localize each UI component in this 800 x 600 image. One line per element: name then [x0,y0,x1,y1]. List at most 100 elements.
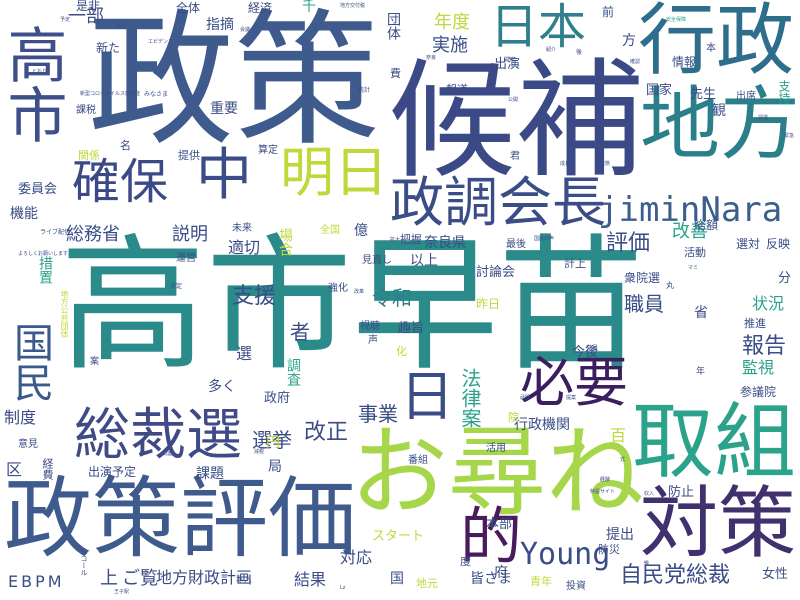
cloud-word: 関係 [78,149,100,162]
cloud-word: 対応 [340,548,373,567]
cloud-word: 運営 [176,253,196,264]
cloud-word: 趣旨 [398,321,425,336]
cloud-word: エビデンス [148,39,173,45]
cloud-word: 政府 [264,391,291,406]
cloud-word: 最後 [506,239,526,250]
cloud-word: 国民の声 [534,236,555,242]
cloud-word: 把握 [400,233,422,246]
cloud-word: 式 [620,457,626,463]
cloud-word: 見直し [362,255,392,266]
cloud-word: 地方 [640,78,800,171]
cloud-word: 武器 [520,395,531,401]
cloud-word: 新た [96,41,121,55]
cloud-word: 新型コロナウイルス感染症 [80,91,141,97]
cloud-word: 後 [576,49,583,56]
cloud-word: 公開 [508,97,519,103]
cloud-word: 実施 [432,35,468,56]
cloud-word: 円 [266,435,280,451]
cloud-word: 経費 [41,458,54,480]
cloud-word: 改革 [354,289,365,295]
cloud-word: 政調会長 [390,171,606,234]
cloud-word: 支援 [232,284,277,309]
cloud-word: 声 [368,335,378,346]
cloud-word: 確認 [630,59,641,65]
cloud-word: 億 [354,223,368,239]
cloud-word: 出席 [736,91,756,102]
cloud-word: 特設サイト [590,489,616,495]
cloud-word: 必要 [520,351,628,414]
cloud-word: 成長 [560,161,571,167]
cloud-word: 紹介 [546,47,557,53]
cloud-word: 信頼 [116,23,127,29]
cloud-word: 丸 [666,281,674,290]
cloud-word: 総裁選 [74,403,242,468]
cloud-word: 会議 [240,27,251,33]
cloud-word: 明日 [280,141,388,204]
cloud-word: 自民党総裁 [620,563,731,588]
cloud-word: 王子駅 [114,589,130,595]
cloud-word: 防災 [598,543,620,556]
cloud-word: 方 [622,33,636,49]
cloud-word: ご覧 [122,568,158,589]
cloud-word: 結果 [294,570,327,589]
cloud-word: 開催 [504,57,515,63]
cloud-word: Lz [340,585,346,591]
cloud-word: 局 [268,459,282,475]
cloud-word: 国 [390,571,404,587]
cloud-word: 指摘 [206,17,234,33]
cloud-word: 機能 [10,206,38,222]
cloud-word: jiminNara [598,190,783,230]
cloud-word: 質問 [470,89,481,95]
cloud-word: 未来 [232,223,252,234]
cloud-word: エコール [80,548,88,576]
cloud-word: 日本 [490,0,587,55]
cloud-word: 地元 [416,577,438,590]
cloud-word: 鑑 [644,561,650,567]
cloud-word: 候補 [388,47,645,196]
cloud-word: 政策 [88,0,380,166]
cloud-word: 府 [494,565,508,581]
cloud-word: 反映 [766,237,791,251]
cloud-word: 報告 [742,334,787,359]
cloud-word: スタート [372,529,425,544]
cloud-word: EBPM [8,572,65,591]
cloud-word: 認識 [758,115,769,121]
cloud-word: 参議院 [740,385,777,399]
cloud-word: 女性 [762,567,789,582]
cloud-word: 前 [602,5,615,19]
cloud-word: 先生 [690,87,717,102]
cloud-word: 減税 [254,449,265,455]
cloud-word: 情報 [672,55,697,69]
cloud-word: 場合 [277,228,293,256]
cloud-word: 討論会 [476,265,516,280]
cloud-word: 選挙 [252,428,292,452]
cloud-word: 適切 [228,238,261,257]
cloud-word: 推進 [744,317,766,330]
cloud-word: 院 [508,411,519,424]
cloud-word: 視聴 [360,321,380,332]
cloud-word: 中 [196,143,252,208]
cloud-word: 統計 [358,87,371,94]
cloud-word: 法律案 [458,368,482,428]
cloud-word: 昨日 [476,297,501,311]
cloud-word: 決定 [170,283,183,290]
cloud-word: 令和 [372,286,412,310]
cloud-word: 以上 [410,253,438,269]
cloud-word: 地方公共団体 [60,290,69,338]
cloud-word: 予定 [60,17,71,23]
cloud-word: とおり [32,69,48,75]
cloud-word: 強化 [328,283,348,294]
cloud-word: よろしくお願いします [18,251,69,257]
cloud-word: 高市 [0,24,67,144]
cloud-word: 君 [510,151,520,162]
cloud-word: 提案 [566,395,577,401]
cloud-word: 全国 [320,225,340,236]
cloud-word: 安全保障 [666,17,687,23]
cloud-word: 区 [6,460,23,479]
cloud-word: 算定 [258,145,278,156]
cloud-word: みなさま [144,91,169,98]
cloud-word: 計上 [564,257,586,270]
cloud-word: 調査 [285,358,301,386]
cloud-word: 収入 [644,491,655,497]
